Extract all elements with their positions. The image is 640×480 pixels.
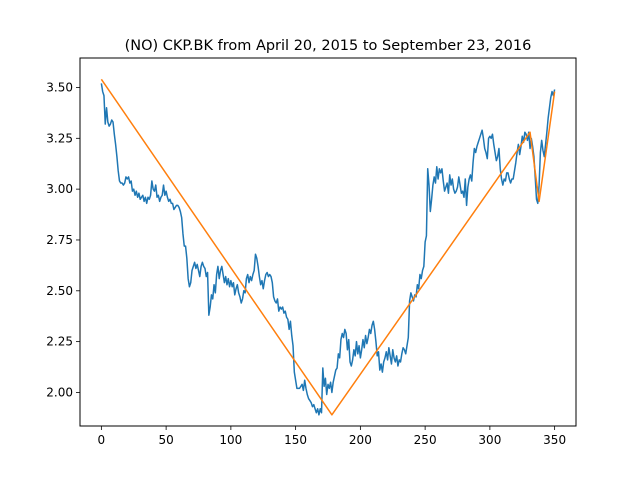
y-tick-label: 2.00 [46, 385, 73, 399]
y-tick-label: 2.25 [46, 335, 73, 349]
series-line-2 [100, 78, 556, 416]
axes-frame [79, 57, 577, 427]
y-tick-label: 3.50 [46, 80, 73, 94]
y-axis: 2.00 2.25 2.50 2.75 3.00 3.25 3.50 [46, 80, 80, 399]
x-tick-label: 0 [98, 433, 106, 447]
x-tick-label: 300 [478, 433, 501, 447]
x-tick-label: 350 [543, 433, 566, 447]
x-tick-label: 250 [414, 433, 437, 447]
y-tick-label: 2.50 [46, 284, 73, 298]
y-tick-label: 3.25 [46, 131, 73, 145]
plot-area [100, 78, 556, 416]
x-tick-label: 200 [349, 433, 372, 447]
series-line-1 [100, 83, 556, 416]
y-tick-label: 2.75 [46, 233, 73, 247]
y-tick-label: 3.00 [46, 182, 73, 196]
chart-title: (NO) CKP.BK from April 20, 2015 to Septe… [125, 38, 532, 54]
x-axis: 0 50 100 150 200 250 300 350 [98, 426, 566, 447]
x-tick-label: 150 [284, 433, 307, 447]
x-tick-label: 50 [158, 433, 173, 447]
x-tick-label: 100 [219, 433, 242, 447]
